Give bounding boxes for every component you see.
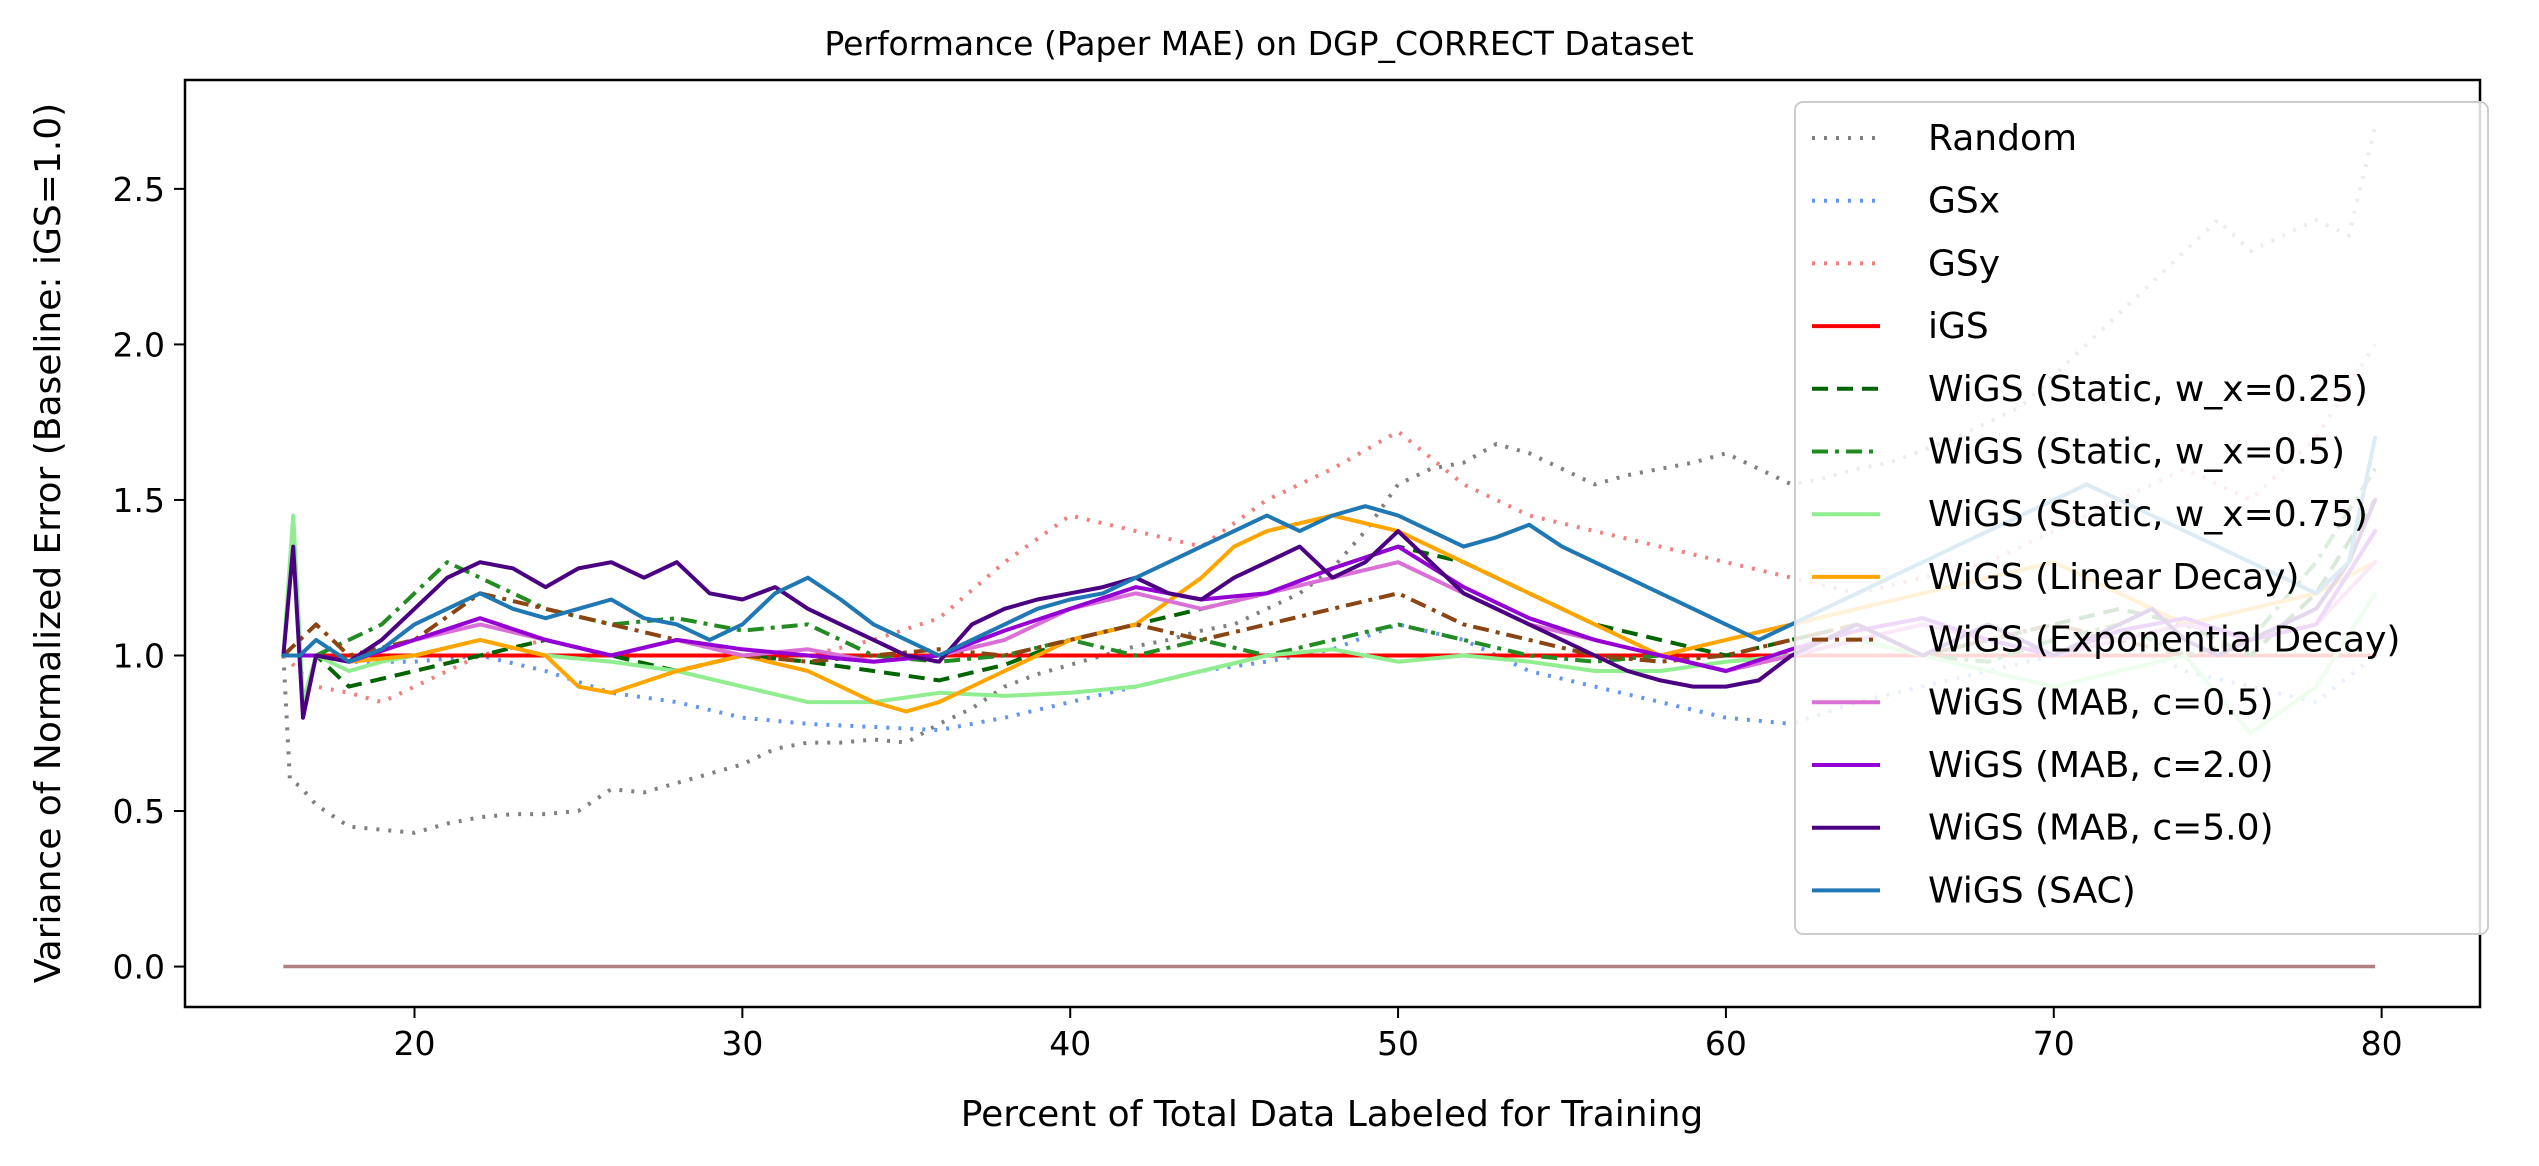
x-tick-label: 60	[1705, 1024, 1747, 1063]
y-tick-label: 0.0	[113, 948, 165, 987]
legend-label-wigs-sac: WiGS (SAC)	[1928, 870, 2136, 911]
x-tick-label: 40	[1049, 1024, 1091, 1063]
legend-label-wigs-linear-decay: WiGS (Linear Decay)	[1928, 557, 2299, 598]
legend-label-igs: iGS	[1928, 306, 1989, 347]
y-tick-label: 2.5	[113, 170, 165, 209]
legend-label-wigs-mab-c-0-5: WiGS (MAB, c=0.5)	[1928, 682, 2274, 723]
legend-label-wigs-static-w-x-0-5: WiGS (Static, w_x=0.5)	[1928, 432, 2345, 473]
chart-title: Performance (Paper MAE) on DGP_CORRECT D…	[824, 24, 1693, 63]
legend-label-wigs-static-w-x-0-75: WiGS (Static, w_x=0.75)	[1928, 494, 2368, 535]
x-axis-label: Percent of Total Data Labeled for Traini…	[961, 1094, 1704, 1135]
x-tick-label: 50	[1377, 1024, 1419, 1063]
y-tick-label: 1.5	[113, 481, 165, 520]
x-tick-label: 20	[394, 1024, 436, 1063]
legend-label-gsy: GSy	[1928, 243, 2000, 284]
legend-label-wigs-exponential-decay: WiGS (Exponential Decay)	[1928, 620, 2400, 661]
x-axis: 20 30 40 50 60 70 80	[394, 1007, 2403, 1063]
legend-label-wigs-mab-c-2-0: WiGS (MAB, c=2.0)	[1928, 745, 2274, 786]
y-axis: 0.0 0.5 1.0 1.5 2.0 2.5	[113, 170, 185, 987]
x-tick-label: 30	[721, 1024, 763, 1063]
legend-label-wigs-static-w-x-0-25: WiGS (Static, w_x=0.25)	[1928, 369, 2368, 410]
y-tick-label: 0.5	[113, 792, 165, 831]
y-axis-label: Variance of Normalized Error (Baseline: …	[28, 103, 69, 983]
x-tick-label: 80	[2361, 1024, 2403, 1063]
legend-label-gsx: GSx	[1928, 181, 2000, 222]
legend-box	[1794, 101, 2489, 935]
legend-label-random: Random	[1928, 118, 2077, 159]
legend-label-wigs-mab-c-5-0: WiGS (MAB, c=5.0)	[1928, 808, 2274, 849]
y-tick-label: 2.0	[113, 325, 165, 364]
series-line-random	[281, 126, 2378, 835]
legend: Random GSx GSy iGS WiGS (Static, w_x=0.25) Wi…	[1794, 101, 2489, 935]
x-tick-label: 70	[2033, 1024, 2075, 1063]
y-tick-label: 1.0	[113, 636, 165, 675]
